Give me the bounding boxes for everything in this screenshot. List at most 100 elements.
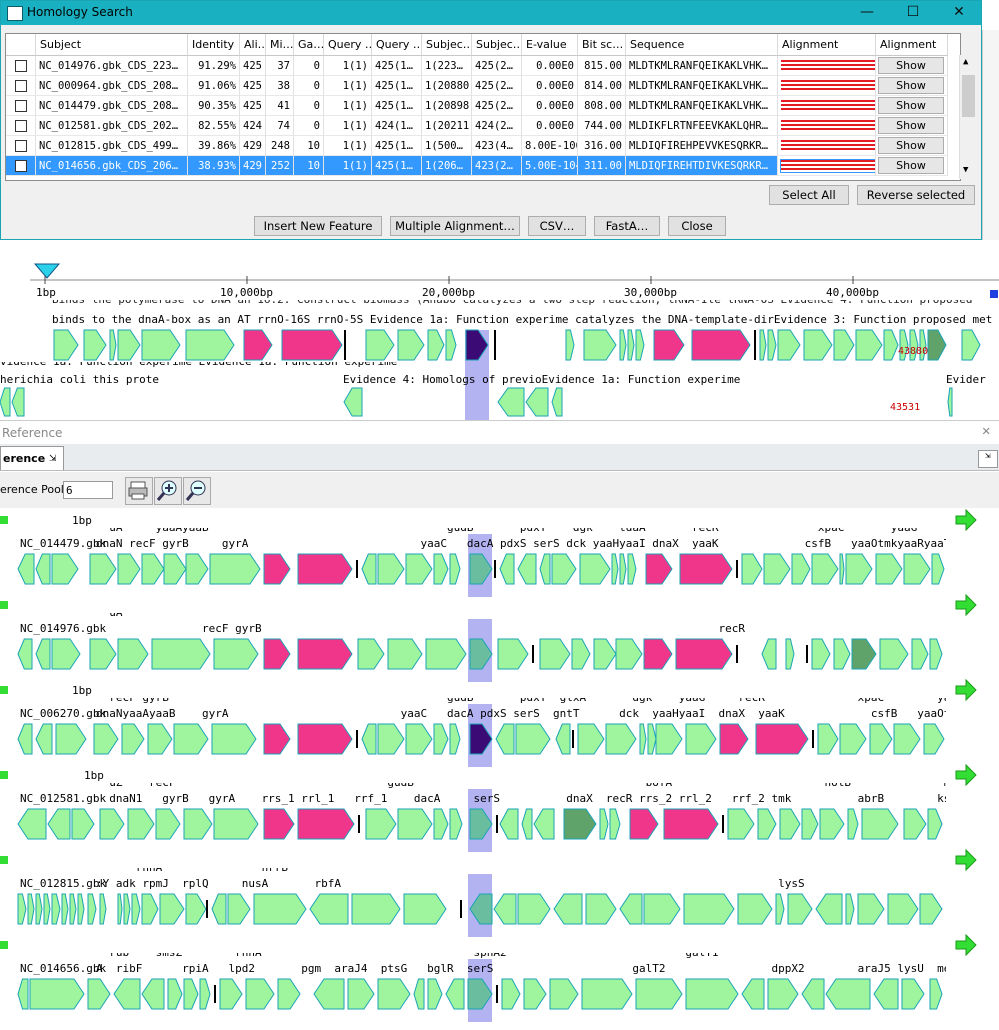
gene-arrow[interactable] [523,978,547,1010]
row-checkbox[interactable] [15,120,27,132]
gene-arrow[interactable] [309,893,349,925]
gene-arrow[interactable] [55,723,87,755]
gene-arrow[interactable] [901,978,925,1010]
gene-arrow[interactable] [141,978,165,1010]
gene-arrow[interactable] [761,638,777,670]
gene-arrow[interactable] [521,808,533,840]
gene-marker[interactable] [806,645,808,663]
gene-arrow[interactable] [833,638,851,670]
gene-arrow[interactable] [777,329,801,361]
gene-arrow[interactable] [405,553,433,585]
gene-arrow[interactable] [887,893,919,925]
tab-pin-icon[interactable]: ⇲ [49,454,57,464]
gene-arrow[interactable] [227,893,251,925]
scroll-down-icon[interactable]: ▼ [963,165,969,175]
gene-arrow[interactable] [113,978,141,1010]
gene-arrow[interactable] [469,893,493,925]
gene-arrow[interactable] [17,978,29,1010]
gene-arrow[interactable] [627,329,635,361]
gene-arrow[interactable] [775,893,785,925]
show-alignment-button[interactable]: Show [878,157,944,174]
row-checkbox[interactable] [15,140,27,152]
gene-marker[interactable] [494,560,496,578]
table-row[interactable]: NC_014656.gbk_CDS_206… 38.93% 429 252 10 1(1)… [6,156,960,176]
gene-arrow[interactable] [183,808,213,840]
gene-arrow[interactable] [413,978,425,1010]
gene-arrow[interactable] [53,329,79,361]
rrna-gene-arrow[interactable] [663,808,719,840]
gene-arrow[interactable] [779,808,801,840]
gene-arrow[interactable] [377,553,405,585]
show-alignment-button[interactable]: Show [878,97,944,114]
column-header[interactable]: Subjec… [472,34,522,56]
gene-arrow[interactable] [817,723,839,755]
track-marker[interactable] [0,771,8,779]
gene-arrow[interactable] [961,329,981,361]
gene-marker[interactable] [356,560,358,578]
gene-arrow[interactable] [903,808,927,840]
gene-arrow[interactable] [685,723,717,755]
gene-marker[interactable] [572,730,574,748]
show-alignment-button[interactable]: Show [878,137,944,154]
gene-arrow[interactable] [875,553,903,585]
overview-marker[interactable] [990,290,998,298]
rrna-gene-arrow[interactable] [643,638,673,670]
gene-arrow[interactable] [551,553,577,585]
gene-arrow[interactable] [903,553,931,585]
gene-arrow[interactable] [919,329,927,361]
gene-arrow[interactable] [605,723,637,755]
gene-arrow[interactable] [757,808,777,840]
gene-marker[interactable] [206,900,208,918]
gene-arrow[interactable] [499,808,519,840]
gene-arrow[interactable] [387,638,423,670]
gene-arrow[interactable] [627,553,637,585]
gene-arrow[interactable] [577,723,605,755]
gene-marker[interactable] [358,815,360,833]
gene-arrow[interactable] [611,553,619,585]
gene-arrow[interactable] [655,723,683,755]
gene-arrow[interactable] [893,723,921,755]
rrna-gene-arrow[interactable] [645,553,673,585]
gene-arrow[interactable] [911,638,929,670]
gene-arrow[interactable] [741,553,763,585]
rrna-gene-arrow[interactable] [263,723,291,755]
rrna-gene-arrow[interactable] [297,808,355,840]
table-row[interactable]: NC_012815.gbk_CDS_499… 39.86% 429 248 10 1(1)… [6,136,960,156]
rrna-gene-arrow[interactable] [281,329,343,361]
column-header[interactable]: Alignment [876,34,948,56]
gene-arrow[interactable] [647,723,657,755]
gene-arrow[interactable] [635,329,645,361]
gene-arrow[interactable] [209,553,261,585]
gene-arrow[interactable] [445,978,465,1010]
column-header[interactable]: Alignment [778,34,876,56]
gene-arrow[interactable] [365,329,395,361]
gene-arrow[interactable] [69,893,77,925]
gene-arrow[interactable] [211,893,227,925]
gene-arrow[interactable] [929,638,943,670]
gene-arrow[interactable] [767,329,777,361]
gene-arrow[interactable] [51,893,61,925]
gene-arrow[interactable] [433,553,449,585]
gene-arrow[interactable] [469,553,493,585]
gene-arrow[interactable] [801,978,825,1010]
gene-arrow[interactable] [539,638,571,670]
gene-arrow[interactable] [47,808,71,840]
gene-arrow[interactable] [361,723,377,755]
gene-arrow[interactable] [109,329,117,361]
gene-arrow[interactable] [855,329,883,361]
gene-arrow[interactable] [449,553,461,585]
gene-arrow[interactable] [343,387,363,417]
row-checkbox[interactable] [15,80,27,92]
gene-arrow[interactable] [35,638,51,670]
gene-arrow[interactable] [553,893,583,925]
gene-arrow[interactable] [927,808,943,840]
gene-arrow[interactable] [89,553,117,585]
select-all-button[interactable]: Select All [769,185,849,205]
gene-arrow[interactable] [141,329,181,361]
gene-arrow[interactable] [93,723,119,755]
gene-arrow[interactable] [219,978,243,1010]
next-arrow-icon[interactable] [955,763,977,787]
rrna-gene-arrow[interactable] [263,553,291,585]
gene-arrow[interactable] [839,723,867,755]
gene-arrow[interactable] [427,978,443,1010]
